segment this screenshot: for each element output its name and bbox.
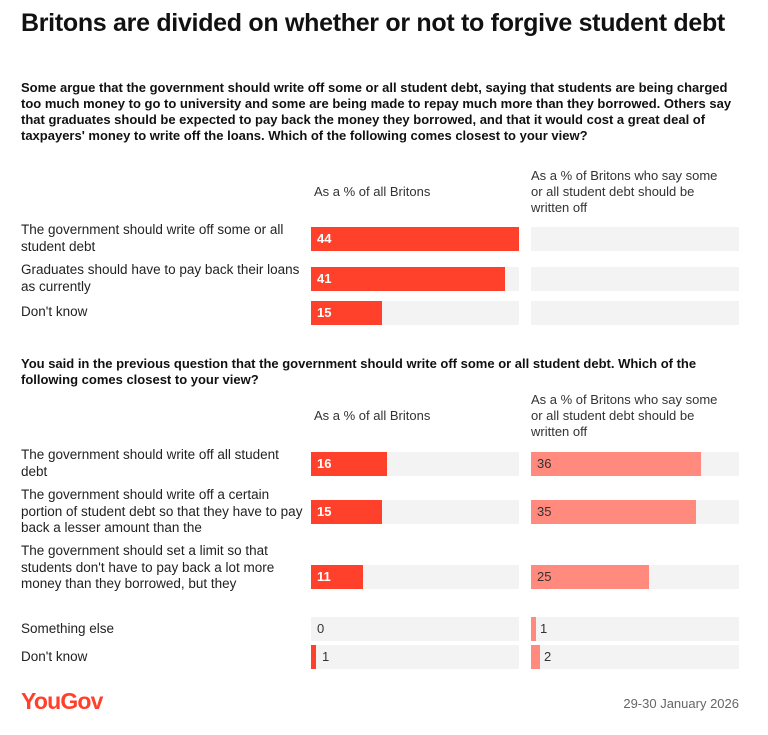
q1-col1-header: As a % of all Britons <box>314 184 431 199</box>
q2-row3-col2-bar <box>531 565 649 589</box>
q2-row5-col1-value: 1 <box>322 649 330 664</box>
q1-row-label: Graduates should have to pay back their … <box>21 262 300 294</box>
q2-row-label: The government should write off a certai… <box>21 487 303 535</box>
q2-row1-col2-value: 36 <box>537 456 552 471</box>
q1-row1-col1-value: 44 <box>317 231 332 246</box>
q2-row5-col2-value: 2 <box>544 649 552 664</box>
q2-row1-col1-bar <box>311 452 387 476</box>
q2-row2-col1-bar <box>311 500 382 524</box>
q2-row3-col2-value: 25 <box>537 569 552 584</box>
q2-col2-header: As a % of Britons who say some or all st… <box>531 392 718 439</box>
q2-row2-col1-track: 15 <box>311 500 519 524</box>
q2-row4-col2-bar <box>531 617 536 641</box>
q1-col2-header: As a % of Britons who say some or all st… <box>531 168 718 215</box>
q2-row-label: The government should write off all stud… <box>21 447 279 479</box>
q2-row3-col1-bar <box>311 565 363 589</box>
q1-row3-col2-track <box>531 301 739 325</box>
q1-row2-col1-value: 41 <box>317 271 332 286</box>
q2-row4-col1-track: 0 <box>311 617 519 641</box>
q2-row5-col2-bar <box>531 645 540 669</box>
q2-row-label: The government should set a limit so tha… <box>21 543 275 591</box>
q1-row1-col2-track <box>531 227 739 251</box>
q2-row3-col1-value: 11 <box>317 569 331 584</box>
q1-row2-col2-track <box>531 267 739 291</box>
q2-row5-col1-track: 1 <box>311 645 519 669</box>
q2-row4-col1-value: 0 <box>317 621 325 636</box>
q2-row2-col1-value: 15 <box>317 504 332 519</box>
q2-row-label: Something else <box>21 621 115 636</box>
question-2: You said in the previous question that t… <box>21 356 697 387</box>
q2-row3-col2-track: 25 <box>531 565 739 589</box>
q2-row5-col2-track: 2 <box>531 645 739 669</box>
q2-row1-col1-track: 16 <box>311 452 519 476</box>
survey-date: 29-30 January 2026 <box>623 696 739 711</box>
q1-row2-col1-bar <box>311 267 505 291</box>
q2-row1-col2-bar <box>531 452 701 476</box>
q1-row-label: Don't know <box>21 304 88 319</box>
q1-row3-col1-bar <box>311 301 382 325</box>
q1-row2-col1-track: 41 <box>311 267 519 291</box>
q2-row1-col2-track: 36 <box>531 452 739 476</box>
question-1: Some argue that the government should wr… <box>21 80 732 143</box>
q2-row1-col1-value: 16 <box>317 456 332 471</box>
q2-row2-col2-bar <box>531 500 696 524</box>
q1-row1-col1-bar <box>311 227 519 251</box>
chart-title: Britons are divided on whether or not to… <box>21 9 725 37</box>
q2-row2-col2-track: 35 <box>531 500 739 524</box>
q2-col1-header: As a % of all Britons <box>314 408 431 423</box>
q2-row3-col1-track: 11 <box>311 565 519 589</box>
q1-row3-col1-track: 15 <box>311 301 519 325</box>
q2-row2-col2-value: 35 <box>537 504 552 519</box>
q1-row-label: The government should write off some or … <box>21 222 284 254</box>
yougov-logo: YouGov <box>21 688 103 714</box>
q2-row4-col2-value: 1 <box>540 621 548 636</box>
q1-row3-col1-value: 15 <box>317 305 332 320</box>
q2-row5-col1-bar <box>311 645 316 669</box>
q1-row1-col1-track: 44 <box>311 227 519 251</box>
q2-row4-col2-track: 1 <box>531 617 739 641</box>
q2-row-label: Don't know <box>21 649 88 664</box>
